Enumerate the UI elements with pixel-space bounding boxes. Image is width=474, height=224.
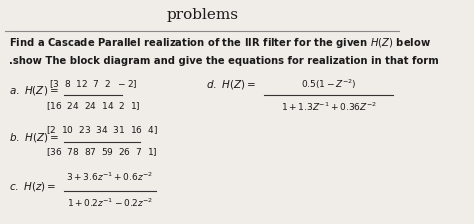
Text: $d.\ H(Z) =$: $d.\ H(Z) =$ <box>206 78 256 91</box>
Text: $[3\ \ 8\ \ 12\ \ 7\ \ 2\ \ -2]$: $[3\ \ 8\ \ 12\ \ 7\ \ 2\ \ -2]$ <box>49 78 137 90</box>
Text: $a.\ H(Z) =$: $a.\ H(Z) =$ <box>9 84 59 97</box>
Text: $[2\ \ 10\ \ 23\ \ 34\ \ 31\ \ 16\ \ 4]$: $[2\ \ 10\ \ 23\ \ 34\ \ 31\ \ 16\ \ 4]$ <box>46 124 158 136</box>
Text: $[16\ \ 24\ \ 24\ \ 14\ \ 2\ \ 1]$: $[16\ \ 24\ \ 24\ \ 14\ \ 2\ \ 1]$ <box>46 101 140 112</box>
Text: $0.5(1-Z^{-2})$: $0.5(1-Z^{-2})$ <box>301 78 356 91</box>
Text: $b.\ H(Z) =$: $b.\ H(Z) =$ <box>9 131 59 144</box>
Text: $3+3.6z^{-1}+0.6z^{-2}$: $3+3.6z^{-1}+0.6z^{-2}$ <box>66 170 153 183</box>
Text: $1+1.3Z^{-1}+0.36Z^{-2}$: $1+1.3Z^{-1}+0.36Z^{-2}$ <box>281 100 377 113</box>
Text: $c.\ H(z) =$: $c.\ H(z) =$ <box>9 180 57 193</box>
Text: .show The block diagram and give the equations for realization in that form: .show The block diagram and give the equ… <box>9 56 439 66</box>
Text: problems: problems <box>166 8 238 22</box>
Text: $1+0.2z^{-1}-0.2z^{-2}$: $1+0.2z^{-1}-0.2z^{-2}$ <box>67 196 153 209</box>
Text: $[36\ \ 78\ \ 87\ \ 59\ \ 26\ \ 7\ \ 1]$: $[36\ \ 78\ \ 87\ \ 59\ \ 26\ \ 7\ \ 1]$ <box>46 146 157 158</box>
Text: Find a Cascade Parallel realization of the IIR filter for the given $H(Z)$ below: Find a Cascade Parallel realization of t… <box>9 36 431 50</box>
